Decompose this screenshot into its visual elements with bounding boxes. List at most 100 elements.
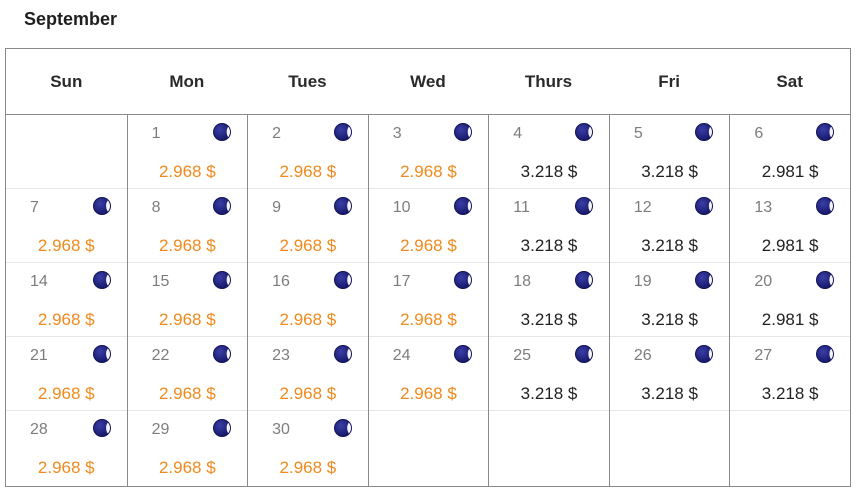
day-number: 23 [272, 347, 290, 364]
moon-icon [92, 419, 111, 437]
day-cell[interactable]: 1 2.968 $ [127, 115, 248, 189]
weekday-sat: Sat [776, 71, 803, 91]
day-cell[interactable]: 6 2.981 $ [730, 115, 850, 189]
day-cell[interactable]: 24 2.968 $ [368, 337, 489, 411]
day-price: 3.218 $ [520, 162, 578, 181]
weekday-thu: Thurs [524, 71, 573, 91]
moon-icon [695, 271, 714, 289]
moon-icon [815, 123, 834, 141]
day-cell[interactable]: 29 2.968 $ [128, 411, 248, 485]
day-price: 3.218 $ [761, 384, 819, 403]
moon-icon [333, 123, 352, 141]
weekday-column: 1 2.968 $ 8 2.968 $ 15 2.968 $ 22 2.968 $ 29 2.96… [126, 115, 248, 486]
moon-icon [574, 123, 593, 141]
day-price: 2.968 $ [37, 384, 95, 403]
day-number: 11 [513, 199, 530, 216]
day-cell[interactable]: 13 2.981 $ [730, 189, 850, 263]
day-cell[interactable]: 12 3.218 $ [609, 189, 730, 263]
moon-icon [333, 271, 352, 289]
empty-day-cell [489, 411, 609, 485]
weekday-mon: Mon [169, 71, 205, 91]
moon-icon [213, 271, 232, 289]
day-price: 2.968 $ [279, 458, 337, 477]
day-cell[interactable]: 28 2.968 $ [6, 411, 127, 485]
day-price: 3.218 $ [641, 162, 698, 181]
moon-icon [815, 271, 834, 289]
day-number: 13 [754, 199, 773, 216]
day-price: 2.968 $ [400, 310, 457, 329]
day-cell[interactable]: 11 3.218 $ [489, 189, 609, 263]
month-title: September [24, 9, 118, 29]
day-price: 2.968 $ [279, 162, 337, 181]
day-price: 2.968 $ [158, 458, 216, 477]
day-cell[interactable]: 14 2.968 $ [6, 263, 127, 337]
empty-day-cell [6, 115, 127, 189]
day-price: 3.218 $ [641, 384, 698, 403]
day-price: 2.968 $ [279, 236, 337, 255]
moon-icon [574, 345, 593, 363]
day-cell[interactable]: 2 2.968 $ [248, 115, 368, 189]
day-cell[interactable]: 19 3.218 $ [609, 263, 730, 337]
day-number: 15 [151, 273, 170, 290]
day-price: 2.968 $ [400, 236, 457, 255]
day-number: 14 [30, 273, 48, 290]
weekday-column: 4 3.218 $ 11 3.218 $ 18 3.218 $ 25 3.218 $ [488, 115, 609, 486]
moon-icon [454, 271, 473, 289]
day-price: 2.968 $ [158, 162, 216, 181]
day-cell[interactable]: 20 2.981 $ [730, 263, 850, 337]
day-cell[interactable]: 16 2.968 $ [248, 263, 368, 337]
day-number: 28 [30, 421, 48, 438]
day-price: 2.981 $ [761, 310, 819, 329]
day-cell[interactable]: 23 2.968 $ [248, 337, 368, 411]
moon-icon [213, 123, 232, 141]
moon-icon [574, 197, 593, 215]
day-number: 16 [272, 273, 290, 290]
moon-icon [92, 197, 111, 215]
day-cell[interactable]: 15 2.968 $ [127, 263, 248, 337]
day-price: 2.981 $ [761, 236, 819, 255]
day-cell[interactable]: 21 2.968 $ [6, 337, 127, 411]
weekday-header-row: Sun Mon Tues Wed Thurs Fri Sat [6, 49, 850, 115]
day-number: 17 [392, 273, 411, 290]
moon-icon [815, 345, 834, 363]
day-price: 2.968 $ [158, 310, 216, 329]
day-cell[interactable]: 10 2.968 $ [368, 189, 489, 263]
day-number: 4 [513, 125, 523, 142]
day-price: 3.218 $ [641, 236, 698, 255]
day-cell[interactable]: 26 3.218 $ [609, 337, 730, 411]
weekday-fri: Fri [658, 71, 680, 91]
day-number: 22 [151, 347, 170, 364]
day-cell[interactable]: 22 2.968 $ [127, 337, 248, 411]
calendar-grid: Sun Mon Tues Wed Thurs Fri Sat 7 2.968 $1… [5, 48, 851, 487]
day-cell[interactable]: 4 3.218 $ [489, 115, 609, 189]
day-number: 2 [272, 125, 282, 142]
day-cell[interactable]: 25 3.218 $ [489, 337, 609, 411]
day-price: 3.218 $ [520, 236, 578, 255]
weekday-column: 3 2.968 $ 10 2.968 $ 17 2.968 $ 24 2.968 $ [367, 115, 489, 486]
day-number: 30 [272, 421, 290, 438]
day-number: 27 [754, 347, 773, 364]
day-price: 2.968 $ [279, 310, 337, 329]
day-number: 5 [633, 125, 643, 142]
day-cell[interactable]: 7 2.968 $ [6, 189, 127, 263]
day-number: 9 [272, 199, 282, 216]
day-cell[interactable]: 9 2.968 $ [248, 189, 368, 263]
day-cell[interactable]: 27 3.218 $ [730, 337, 850, 411]
calendar-body: 7 2.968 $14 2.968 $21 2.968 $28 2.968 $1 2.96… [6, 115, 850, 486]
day-price: 2.968 $ [37, 236, 95, 255]
day-number: 19 [633, 273, 652, 290]
day-price: 2.968 $ [158, 384, 216, 403]
empty-day-cell [730, 411, 850, 485]
day-cell[interactable]: 30 2.968 $ [248, 411, 368, 485]
day-number: 24 [392, 347, 411, 364]
moon-icon [695, 197, 714, 215]
weekday-sun: Sun [50, 71, 83, 91]
day-cell[interactable]: 8 2.968 $ [127, 189, 248, 263]
day-cell[interactable]: 17 2.968 $ [368, 263, 489, 337]
day-cell[interactable]: 5 3.218 $ [609, 115, 730, 189]
day-number: 18 [513, 273, 532, 290]
moon-icon [574, 271, 593, 289]
day-cell[interactable]: 18 3.218 $ [489, 263, 609, 337]
day-cell[interactable]: 3 2.968 $ [368, 115, 489, 189]
empty-day-cell [369, 411, 489, 485]
